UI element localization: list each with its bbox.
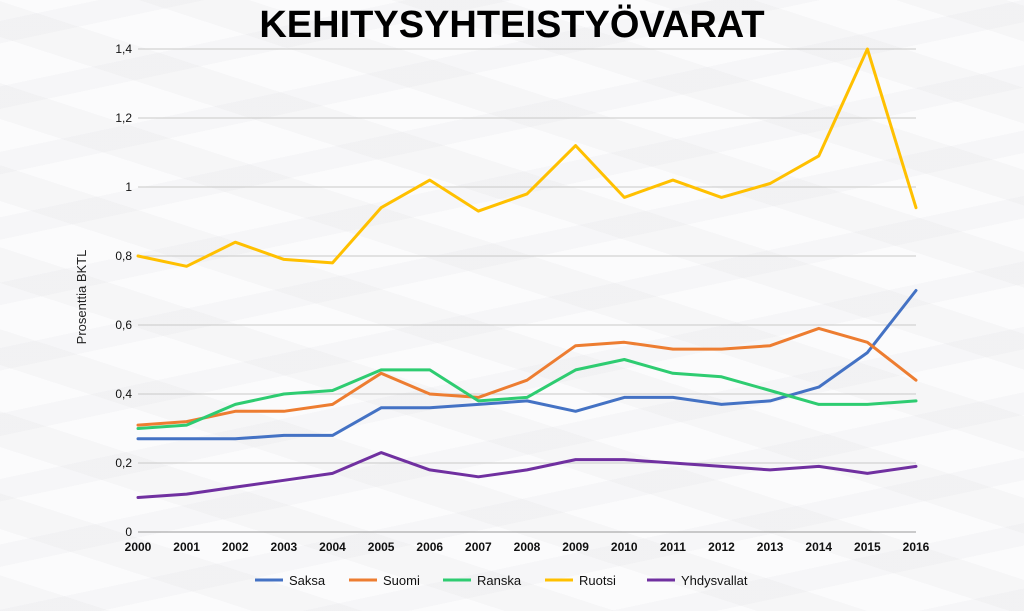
x-tick-label: 2006 <box>416 540 443 554</box>
x-tick-label: 2005 <box>368 540 395 554</box>
y-tick-label: 0 <box>125 525 132 539</box>
x-tick-label: 2003 <box>271 540 298 554</box>
x-tick-label: 2014 <box>805 540 832 554</box>
x-tick-label: 2007 <box>465 540 492 554</box>
x-tick-label: 2000 <box>125 540 152 554</box>
x-tick-label: 2010 <box>611 540 638 554</box>
legend-label: Suomi <box>383 573 420 588</box>
axis-layer: 0 0,2 0,4 0,6 0,8 1 1,2 1,4 2000 2001 2002 2003 2004… <box>115 42 929 554</box>
y-tick-label: 1,2 <box>115 111 132 125</box>
x-tick-label: 2012 <box>708 540 735 554</box>
series-line-ranska <box>136 358 918 430</box>
x-tick-label: 2013 <box>757 540 784 554</box>
series-line-suomi <box>136 326 918 427</box>
y-tick-label: 1 <box>125 180 132 194</box>
series-line-yhdysvallat <box>136 451 918 499</box>
series-line-ruotsi <box>136 47 918 268</box>
y-tick-label: 1,4 <box>115 42 132 56</box>
legend-label: Ruotsi <box>579 573 616 588</box>
chart-title: KEHITYSYHTEISTYÖVARAT <box>259 4 765 46</box>
series-layer <box>136 47 918 499</box>
x-tick-label: 2008 <box>514 540 541 554</box>
y-axis-label: Prosenttia BKTL <box>74 250 89 345</box>
x-tick-label: 2016 <box>903 540 930 554</box>
y-tick-label: 0,4 <box>115 387 132 401</box>
x-tick-label: 2015 <box>854 540 881 554</box>
x-tick-label: 2011 <box>660 540 686 554</box>
x-tick-label: 2001 <box>173 540 200 554</box>
series-line-saksa <box>136 289 918 441</box>
y-tick-label: 0,2 <box>115 456 132 470</box>
y-tick-label: 0,8 <box>115 249 132 263</box>
grid-layer <box>138 48 916 533</box>
x-tick-label: 2002 <box>222 540 249 554</box>
legend-label: Ranska <box>477 573 522 588</box>
legend-label: Saksa <box>289 573 326 588</box>
legend-label: Yhdysvallat <box>681 573 748 588</box>
x-tick-label: 2009 <box>562 540 589 554</box>
legend: Saksa Suomi Ranska Ruotsi Yhdysvallat <box>255 573 748 588</box>
y-tick-label: 0,6 <box>115 318 132 332</box>
x-tick-label: 2004 <box>319 540 346 554</box>
